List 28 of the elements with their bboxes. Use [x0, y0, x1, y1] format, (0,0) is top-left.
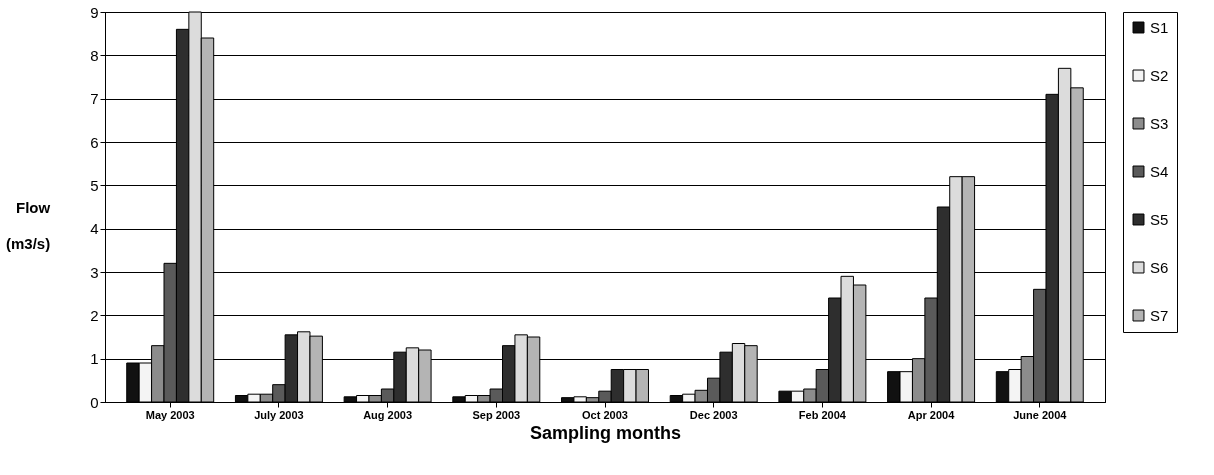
legend-label: S2 [1150, 66, 1169, 84]
y-tick-label: 7 [90, 90, 99, 108]
x-tick-label: May 2003 [145, 408, 195, 421]
legend-label: S4 [1150, 162, 1169, 180]
y-tick-label: 0 [90, 393, 99, 411]
x-tick-label: Sep 2003 [472, 408, 521, 421]
y-tick-label: 1 [90, 350, 99, 368]
y-tick-label: 8 [90, 46, 99, 64]
x-axis-title: Sampling months [529, 422, 682, 443]
x-tick-label: Apr 2004 [907, 408, 956, 421]
x-tick-label: Feb 2004 [798, 408, 847, 421]
y-tick-label: 6 [90, 133, 99, 151]
legend-label: S7 [1150, 306, 1169, 324]
legend-label: S3 [1150, 114, 1169, 132]
text: Flow (m3/s) [5, 198, 51, 252]
x-tick-label: Aug 2003 [363, 408, 413, 421]
x-tick-label: Dec 2003 [689, 408, 738, 421]
y-tick-label: 2 [90, 306, 99, 324]
y-tick-label: 3 [90, 263, 99, 281]
legend-label: S1 [1150, 18, 1169, 36]
y-tick-label: 9 [90, 3, 99, 21]
legend-label: S6 [1150, 258, 1169, 276]
y-tick-label: 5 [90, 176, 99, 194]
legend-label: S5 [1150, 210, 1169, 228]
x-tick-label: July 2003 [254, 408, 304, 421]
y-tick-label: 4 [90, 220, 99, 238]
x-tick-label: Oct 2003 [582, 408, 628, 421]
x-tick-label: June 2004 [1013, 408, 1068, 421]
